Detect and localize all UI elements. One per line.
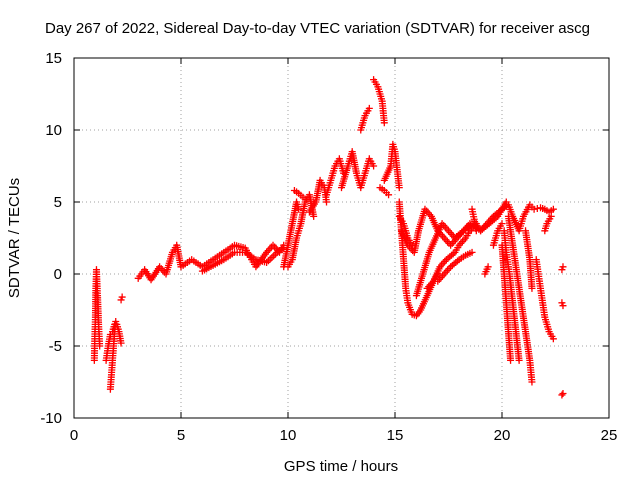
data-point (528, 378, 536, 386)
y-tick-label: 5 (54, 194, 62, 211)
data-point (559, 263, 567, 271)
data-point (395, 184, 403, 192)
data-point (498, 220, 506, 228)
data-point (295, 205, 303, 213)
x-tick-label: 25 (601, 427, 618, 444)
data-point (468, 248, 476, 256)
data-point (385, 191, 393, 199)
data-point (484, 263, 492, 271)
chart-title: Day 267 of 2022, Sidereal Day-to-day VTE… (45, 20, 590, 37)
x-tick-label: 20 (494, 427, 511, 444)
data-point (301, 195, 309, 203)
data-point (323, 198, 331, 206)
data-point (507, 356, 515, 364)
x-axis-label: GPS time / hours (284, 458, 398, 475)
data-point (380, 119, 388, 127)
data-point (370, 162, 378, 170)
data-point (117, 339, 125, 347)
x-tick-label: 15 (387, 427, 404, 444)
axis-ticks: 0 5 10 15 20 25 -10 -5 0 5 10 15 (40, 50, 617, 444)
data-point (549, 335, 557, 343)
x-tick-label: 5 (177, 427, 185, 444)
data-point (559, 390, 567, 398)
data-point (502, 198, 510, 206)
data-point (96, 342, 104, 350)
y-tick-label: -5 (49, 338, 62, 355)
plot-frame (73, 57, 610, 419)
data-point (118, 293, 126, 301)
x-tick-label: 0 (70, 427, 78, 444)
data-point (558, 391, 566, 399)
data-point (547, 212, 555, 220)
x-tick-label: 10 (280, 427, 297, 444)
data-point (310, 212, 318, 220)
data-point (515, 356, 523, 364)
y-tick-label: 0 (54, 266, 62, 283)
y-tick-label: 10 (45, 122, 62, 139)
y-axis-label: SDTVAR / TECUs (6, 178, 23, 298)
data-point (472, 227, 480, 235)
data-point (530, 205, 538, 213)
data-point (434, 270, 442, 278)
data-point (549, 205, 557, 213)
data-point (559, 302, 567, 310)
data-point (280, 244, 288, 252)
data-points (90, 76, 567, 399)
y-tick-label: 15 (45, 50, 62, 67)
y-tick-label: -10 (40, 410, 62, 427)
data-point (365, 104, 373, 112)
data-point (528, 284, 536, 292)
